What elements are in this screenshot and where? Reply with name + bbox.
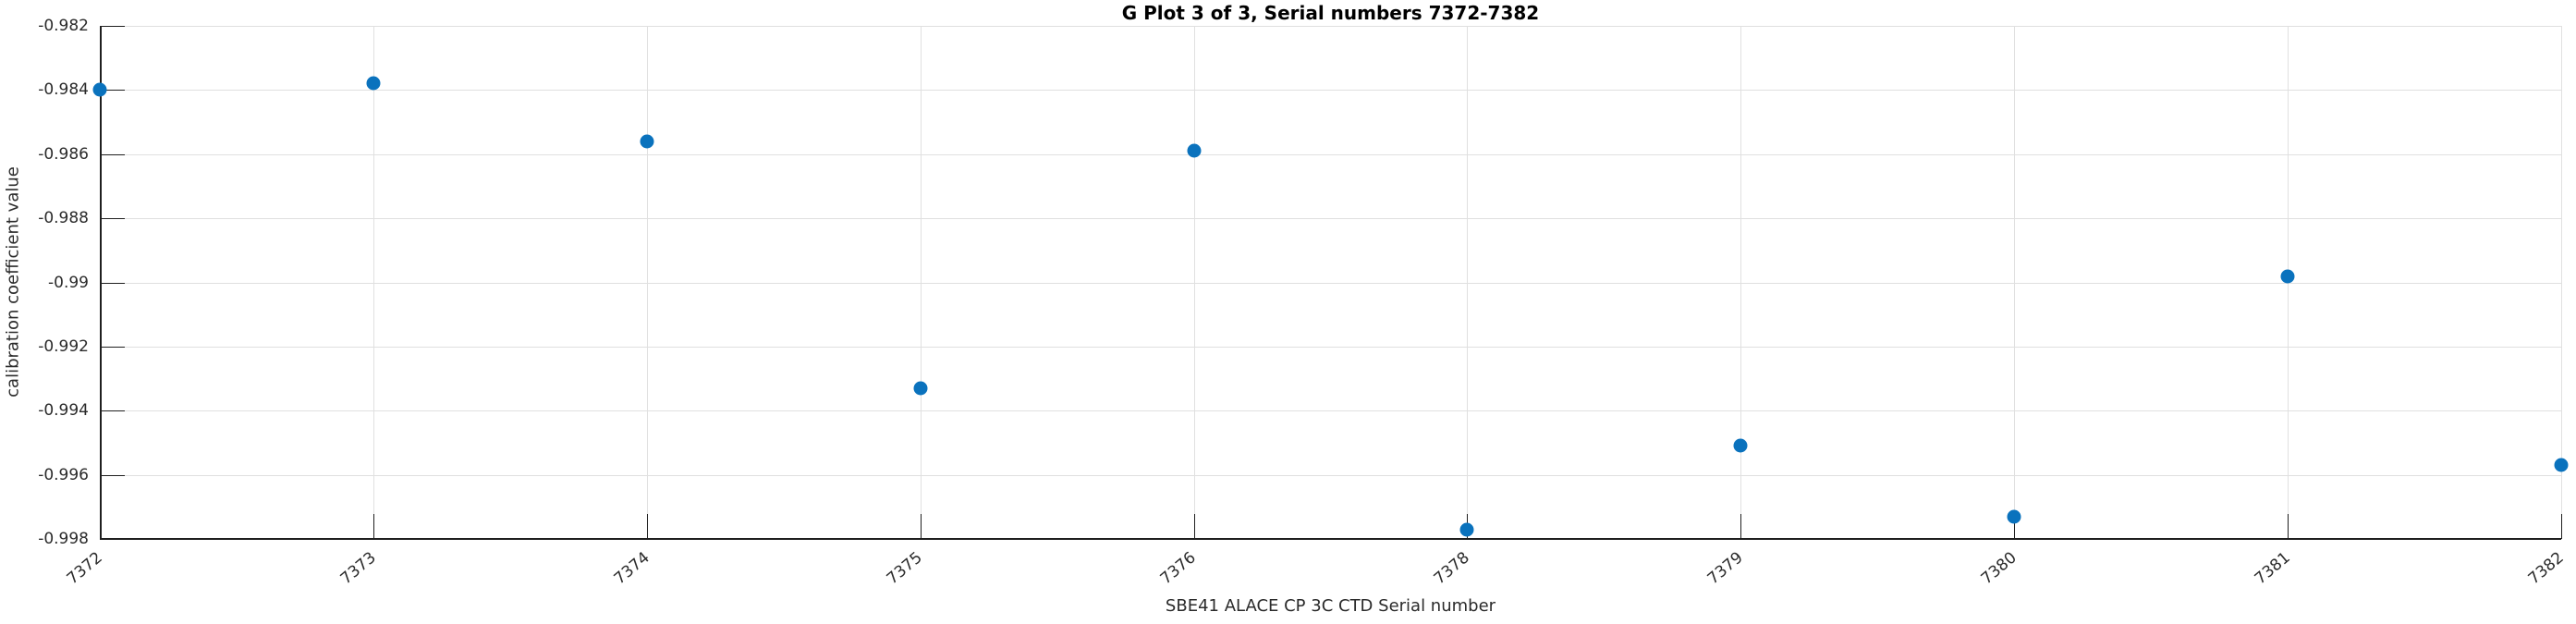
gridline-horizontal bbox=[100, 410, 2561, 412]
y-tick-mark bbox=[100, 282, 125, 284]
y-tick-mark bbox=[100, 26, 125, 27]
x-axis-spine bbox=[100, 538, 2561, 540]
x-tick-label: 7374 bbox=[610, 548, 653, 589]
x-tick-label: 7381 bbox=[2251, 548, 2294, 589]
y-tick-label: -0.996 bbox=[38, 465, 89, 484]
y-tick-label: -0.982 bbox=[38, 17, 89, 35]
gridline-horizontal bbox=[100, 90, 2561, 92]
x-tick-label: 7379 bbox=[1703, 548, 1747, 589]
x-tick-label: 7375 bbox=[884, 548, 927, 589]
y-tick-mark bbox=[100, 474, 125, 476]
x-tick-mark bbox=[1193, 514, 1195, 539]
gridline-vertical bbox=[2561, 26, 2562, 539]
data-point bbox=[92, 82, 107, 97]
y-tick-label: -0.988 bbox=[38, 209, 89, 228]
y-tick-label: -0.998 bbox=[38, 530, 89, 548]
data-point bbox=[1459, 522, 1474, 537]
x-tick-mark bbox=[646, 514, 648, 539]
data-point bbox=[366, 76, 381, 91]
gridline-horizontal bbox=[100, 26, 2561, 27]
x-tick-label: 7380 bbox=[1977, 548, 2021, 589]
gridline-horizontal bbox=[100, 474, 2561, 476]
y-axis-tick-labels: -0.982 -0.984 -0.986 -0.988 -0.99 -0.992 -0.99… bbox=[0, 17, 89, 548]
y-tick-mark bbox=[100, 410, 125, 412]
y-tick-label: -0.992 bbox=[38, 336, 89, 356]
data-point bbox=[913, 381, 928, 396]
x-tick-mark bbox=[372, 514, 374, 539]
chart-title: G Plot 3 of 3, Serial numbers 7372-7382 bbox=[1121, 2, 1540, 24]
gridline-horizontal bbox=[100, 346, 2561, 348]
x-axis-label: SBE41 ALACE CP 3C CTD Serial number bbox=[1165, 596, 1496, 616]
y-tick-mark bbox=[100, 218, 125, 220]
data-point bbox=[640, 134, 654, 149]
y-tick-label: -0.986 bbox=[38, 144, 89, 164]
data-point bbox=[2554, 458, 2569, 472]
data-point bbox=[1733, 438, 1748, 453]
y-tick-mark bbox=[100, 90, 125, 92]
x-tick-label: 7373 bbox=[336, 548, 380, 589]
x-tick-label: 7378 bbox=[1430, 548, 1473, 589]
x-axis-tick-labels: 7372 7373 7374 7375 7376 7378 7379 7380 7381 7382 bbox=[63, 539, 2567, 604]
data-point bbox=[1187, 143, 1202, 158]
x-tick-label: 7382 bbox=[2524, 548, 2568, 589]
y-tick-label: -0.984 bbox=[38, 80, 89, 100]
x-tick-mark bbox=[2288, 514, 2289, 539]
y-tick-mark bbox=[100, 539, 125, 540]
gridline-horizontal bbox=[100, 218, 2561, 220]
x-tick-mark bbox=[1740, 514, 1742, 539]
x-tick-mark bbox=[920, 514, 922, 539]
y-tick-mark bbox=[100, 346, 125, 348]
gridline-horizontal bbox=[100, 153, 2561, 155]
y-tick-mark bbox=[100, 153, 125, 155]
gridline-horizontal bbox=[100, 282, 2561, 284]
x-tick-label: 7376 bbox=[1156, 548, 1200, 589]
data-point bbox=[2007, 509, 2021, 524]
y-tick-label: -0.99 bbox=[48, 273, 89, 292]
x-tick-mark bbox=[2561, 514, 2562, 539]
x-tick-mark bbox=[2014, 514, 2016, 539]
y-tick-label: -0.994 bbox=[38, 401, 89, 421]
x-tick-mark bbox=[100, 514, 101, 539]
plot-area bbox=[92, 26, 2569, 540]
data-point bbox=[2280, 269, 2295, 284]
x-tick-label: 7372 bbox=[63, 548, 106, 589]
